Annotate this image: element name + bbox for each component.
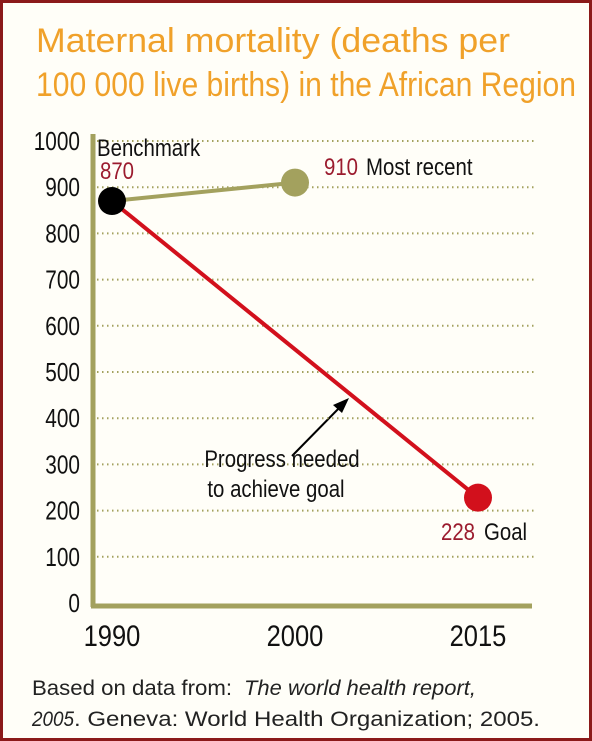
series-line	[111, 180, 296, 204]
chart-title: Maternal mortality (deaths per	[36, 22, 510, 60]
annotation: Benchmark	[97, 134, 201, 161]
data-label: 910	[324, 153, 358, 180]
y-tick-label: 500	[45, 358, 80, 387]
source-text: The world health report,	[244, 677, 476, 700]
source-text: 2005	[31, 708, 74, 731]
source-text: . Geneva: World Health Organization; 200…	[74, 708, 540, 731]
data-label: 228	[441, 518, 475, 545]
x-tick-label: 2015	[450, 619, 507, 652]
y-tick-label: 1000	[34, 127, 80, 156]
chart-title: 100 000 live births) in the African Regi…	[36, 66, 576, 104]
annotation: Progress needed	[204, 445, 359, 472]
point	[281, 168, 309, 197]
x-tick-label: 2000	[267, 619, 324, 652]
x-tick-label: 1990	[84, 619, 141, 652]
point	[464, 483, 492, 512]
y-tick-label: 300	[45, 450, 80, 479]
arrow-head	[333, 398, 349, 413]
source-text: Based on data from:	[32, 677, 232, 700]
y-tick-label: 400	[45, 404, 80, 433]
series-line	[110, 199, 480, 500]
annotation: Goal	[484, 518, 527, 545]
y-tick-label: 200	[45, 496, 80, 525]
y-tick-label: 700	[45, 265, 80, 294]
y-tick-label: 800	[45, 219, 80, 248]
data-label: 870	[100, 158, 134, 185]
arrow	[291, 402, 345, 457]
y-tick-label: 0	[68, 589, 80, 618]
benchmark-point	[98, 187, 126, 216]
y-tick-label: 100	[45, 543, 80, 572]
y-tick-label: 600	[45, 312, 80, 341]
annotation: Most recent	[366, 153, 473, 180]
y-tick-label: 900	[45, 173, 80, 202]
annotation: to achieve goal	[207, 475, 344, 502]
